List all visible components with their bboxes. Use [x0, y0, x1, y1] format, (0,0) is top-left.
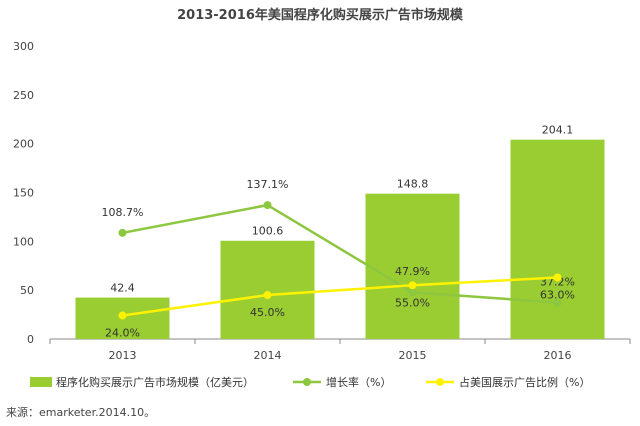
bar-label-2013: 42.4 [110, 282, 135, 295]
bar-series: 42.4 100.6 148.8 204.1 [75, 124, 605, 339]
y-tick-label-5: 250 [13, 89, 34, 102]
y-tick-label-4: 200 [13, 138, 34, 151]
y-tick-label-2: 100 [13, 235, 34, 248]
point-2-2015 [408, 281, 417, 290]
x-tick-label-3: 2016 [544, 349, 572, 362]
bar-2014 [220, 240, 315, 339]
bar-2016 [510, 139, 605, 339]
y-tick-label-0: 0 [27, 333, 34, 346]
legend-marker-1 [303, 378, 311, 386]
x-tick-label-2: 2015 [399, 349, 427, 362]
point-label-2-2016: 63.0% [540, 288, 575, 301]
y-tick-label-1: 50 [20, 284, 34, 297]
point-label-1-2013: 108.7% [102, 206, 144, 219]
line-2 [122, 276, 558, 317]
source-note: 来源：emarketer.2014.10。 [6, 406, 156, 419]
bar-2015 [365, 193, 460, 339]
x-tick-label-0: 2013 [109, 349, 137, 362]
line-1 [122, 203, 558, 304]
point-1-2015 [408, 288, 417, 297]
bar-label-2016: 204.1 [542, 124, 574, 137]
line-series: 108.7%137.1%47.9%37.2%24.0%45.0%55.0%63.… [102, 178, 575, 339]
point-label-1-2015: 47.9% [395, 265, 430, 278]
y-axis: 0 50 100 150 200 250 300 [13, 40, 34, 346]
legend-label-2: 占美国展示广告比例（%） [459, 375, 590, 389]
x-tick-label-1: 2014 [254, 349, 282, 362]
legend-marker-2 [436, 378, 444, 386]
y-tick-label-6: 300 [13, 40, 34, 53]
point-label-2-2015: 55.0% [395, 296, 430, 309]
bar-label-2014: 100.6 [252, 225, 284, 238]
legend-label-1: 增长率（%） [326, 375, 391, 389]
legend: 程序化购买展示广告市场规模（亿美元） 增长率（%） 占美国展示广告比例（%） [30, 375, 590, 389]
point-label-2-2014: 45.0% [250, 306, 285, 319]
legend-label-0: 程序化购买展示广告市场规模（亿美元） [56, 375, 254, 389]
point-1-2013 [118, 228, 127, 237]
legend-swatch-0 [30, 377, 52, 387]
point-2-2016 [553, 273, 562, 282]
point-2-2014 [263, 291, 272, 300]
point-1-2016 [553, 298, 562, 307]
point-label-2-2013: 24.0% [105, 327, 140, 340]
point-1-2014 [263, 201, 272, 210]
bar-label-2015: 148.8 [397, 178, 429, 191]
x-axis: 2013 2014 2015 2016 [49, 338, 631, 362]
chart-title: 2013-2016年美国程序化购买展示广告市场规模 [177, 7, 464, 23]
y-tick-label-3: 150 [13, 187, 34, 200]
point-label-1-2014: 137.1% [247, 178, 289, 191]
point-2-2013 [118, 311, 127, 320]
